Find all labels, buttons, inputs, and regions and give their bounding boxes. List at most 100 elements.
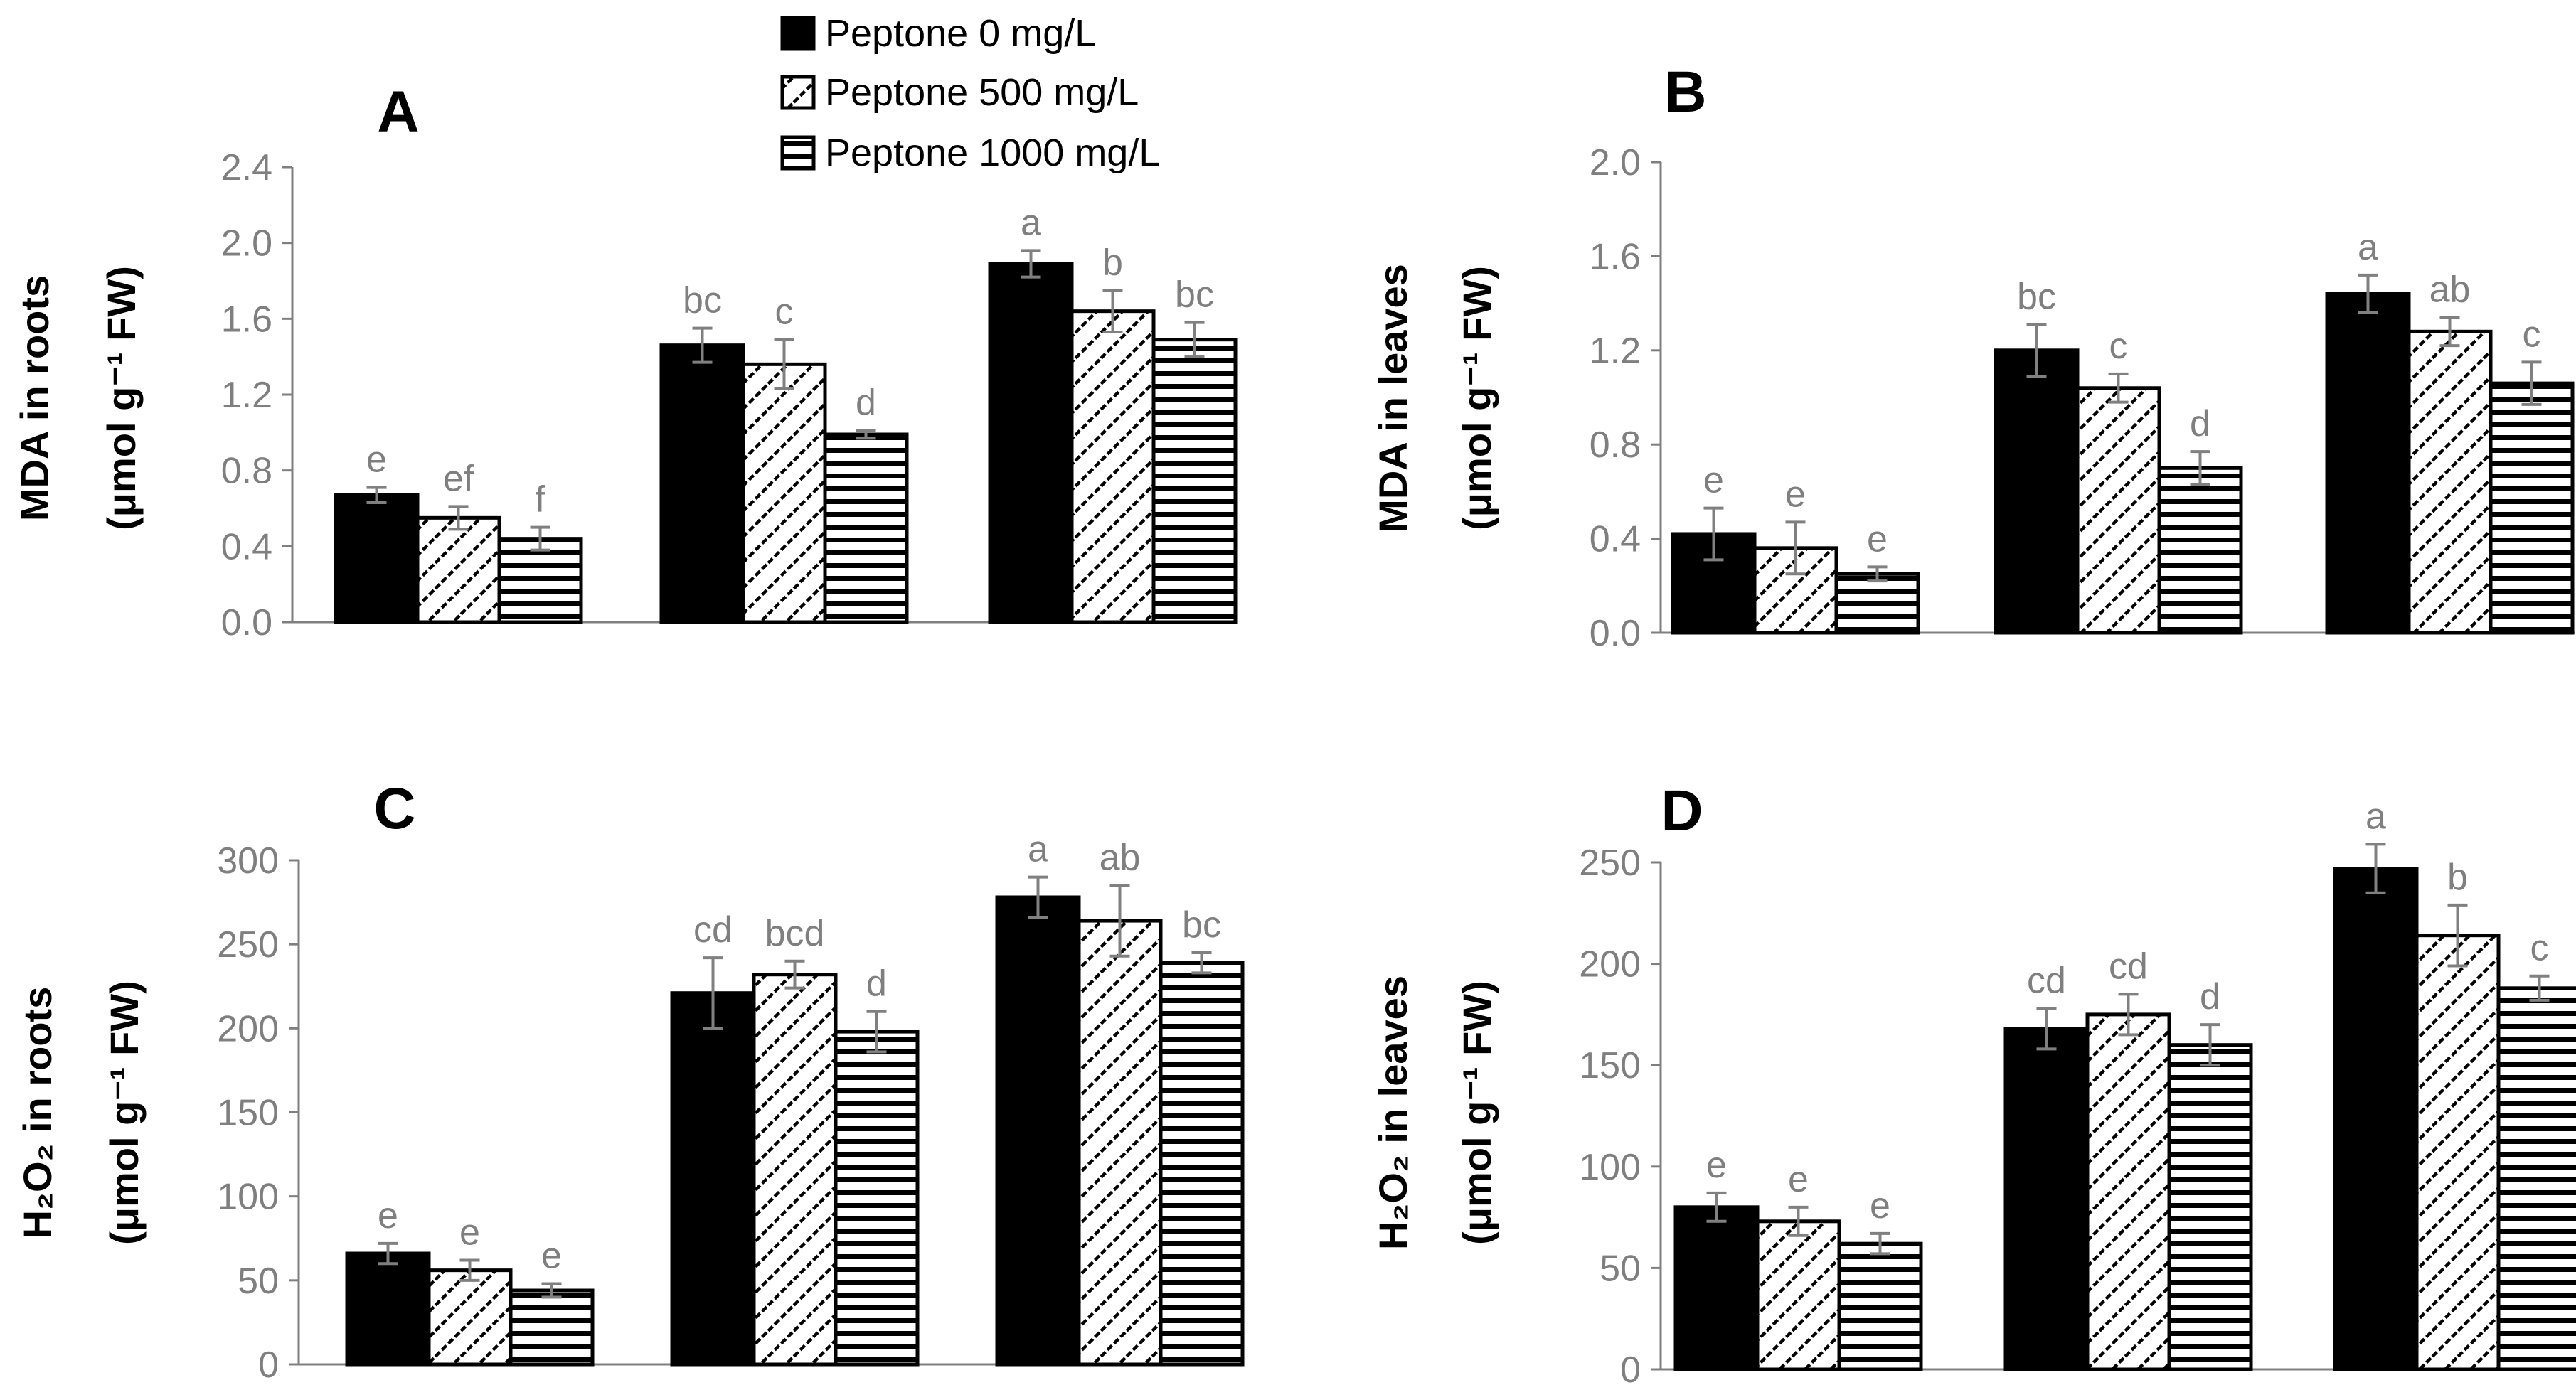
- significance-letter: cd: [2109, 946, 2148, 987]
- legend-item: Peptone 1000 mg/L: [780, 132, 1160, 174]
- bar: [995, 895, 1081, 1367]
- significance-letter: d: [2190, 403, 2210, 444]
- significance-letter: bcd: [765, 913, 825, 954]
- y-tick-label: 0.0: [1590, 613, 1641, 654]
- y-tick-label: 150: [217, 1093, 279, 1134]
- y-tick-label: 100: [217, 1177, 279, 1218]
- y-tick-label: 1.2: [221, 375, 272, 416]
- significance-letter: cd: [693, 909, 733, 951]
- significance-letter: e: [1785, 474, 1806, 515]
- y-tick-label: 250: [1579, 843, 1641, 884]
- legend: Peptone 0 mg/L Peptone 500 mg/L Peptone 10…: [780, 12, 1160, 174]
- legend-item: Peptone 500 mg/L: [780, 71, 1139, 114]
- bar: [823, 432, 909, 624]
- panel-b: B MDA in leaves (μmol g⁻¹ FW) 0.0 0.4 0.8 1.2 1…: [1371, 60, 2575, 654]
- y-tick-label: 0.4: [1590, 519, 1641, 560]
- y-tick-label: 1.6: [221, 299, 272, 340]
- y-axis-title: H₂O₂ in roots: [15, 987, 60, 1239]
- significance-letter: a: [2365, 796, 2386, 837]
- significance-letter: ab: [1100, 837, 1141, 878]
- bar: [2085, 1012, 2171, 1371]
- significance-letter: bc: [683, 280, 722, 321]
- significance-letter: c: [775, 292, 794, 333]
- bar: [834, 1030, 920, 1367]
- bar: [2325, 292, 2411, 635]
- panel-label: A: [377, 80, 419, 144]
- y-axis-title-units: (μmol g⁻¹ FW): [1454, 980, 1499, 1245]
- y-tick-label: 2.4: [221, 147, 272, 188]
- bar: [659, 343, 745, 624]
- y-tick-label: 0.8: [1590, 424, 1641, 466]
- significance-letter: b: [1102, 242, 1123, 283]
- bar: [1151, 338, 1238, 624]
- y-tick-label: 0.0: [221, 602, 272, 643]
- bar: [415, 515, 501, 624]
- bar: [1077, 919, 1163, 1367]
- significance-letter: bc: [1175, 274, 1214, 316]
- bar: [1755, 1219, 1841, 1371]
- y-tick-label: 50: [238, 1261, 279, 1302]
- panel-label: C: [373, 776, 415, 841]
- bar: [509, 1288, 595, 1367]
- bar: [1837, 1241, 1923, 1371]
- significance-letter: d: [866, 963, 887, 1005]
- significance-letter: a: [1028, 829, 1048, 870]
- bar: [2167, 1043, 2253, 1371]
- significance-letter: c: [2523, 314, 2541, 355]
- significance-letter: bc: [2017, 276, 2056, 317]
- bar: [2407, 329, 2493, 635]
- legend-swatch: [780, 135, 816, 171]
- significance-letter: c: [2109, 326, 2128, 367]
- y-tick-label: 300: [217, 840, 279, 882]
- y-tick-label: 200: [217, 1008, 279, 1049]
- legend-item: Peptone 0 mg/L: [780, 12, 1096, 55]
- significance-letter: bc: [1182, 904, 1221, 946]
- bar: [2075, 386, 2161, 635]
- bar: [2157, 466, 2243, 635]
- bar: [988, 262, 1074, 624]
- panel-label: B: [1664, 60, 1706, 124]
- bar: [2415, 934, 2501, 1371]
- significance-letter: ef: [443, 458, 474, 499]
- bar: [741, 362, 827, 624]
- y-tick-label: 1.6: [1590, 236, 1641, 277]
- bar: [497, 537, 583, 624]
- y-tick-label: 200: [1579, 944, 1641, 985]
- panel-a: A MDA in roots (μmol g⁻¹ FW) 0.0 0.4 0.8 1.2 1.…: [12, 80, 1238, 643]
- legend-label: Peptone 500 mg/L: [825, 71, 1139, 114]
- y-tick-label: 2.0: [1590, 142, 1641, 183]
- y-axis-title-units: (μmol g⁻¹ FW): [1454, 266, 1499, 530]
- panel-label: D: [1661, 779, 1703, 843]
- y-tick-label: 1.2: [1590, 331, 1641, 372]
- y-axis-title: MDA in roots: [12, 275, 57, 521]
- legend-swatch: [780, 75, 816, 110]
- significance-letter: e: [541, 1236, 562, 1277]
- bar: [2496, 986, 2576, 1371]
- significance-letter: e: [378, 1195, 398, 1236]
- panel-d: D H₂O₂ in leaves (μmol g⁻¹ FW) 0 50 100 150 200…: [1371, 779, 2576, 1385]
- y-tick-label: 100: [1579, 1147, 1641, 1188]
- bar: [334, 493, 420, 624]
- y-tick-label: 0.8: [221, 451, 272, 492]
- significance-letter: e: [459, 1212, 480, 1253]
- bar: [345, 1251, 431, 1367]
- significance-letter: c: [2530, 928, 2549, 969]
- bar: [1070, 309, 1156, 624]
- y-axis-title-units: (μmol g⁻¹ FW): [99, 266, 144, 530]
- significance-letter: ab: [2429, 269, 2471, 310]
- y-tick-label: 50: [1600, 1248, 1641, 1289]
- y-tick-label: 150: [1579, 1045, 1641, 1086]
- significance-letter: d: [2200, 976, 2220, 1017]
- significance-letter: e: [1788, 1159, 1809, 1200]
- significance-letter: e: [1703, 460, 1724, 501]
- significance-letter: e: [1706, 1145, 1727, 1186]
- y-axis-title: MDA in leaves: [1371, 264, 1415, 533]
- legend-swatch: [780, 16, 816, 51]
- bar: [427, 1268, 513, 1367]
- y-axis-title-units: (μmol g⁻¹ FW): [102, 980, 147, 1245]
- y-axis-title: H₂O₂ in leaves: [1371, 975, 1415, 1250]
- bar: [670, 991, 756, 1367]
- significance-letter: a: [2358, 227, 2378, 268]
- y-tick-label: 2.0: [221, 223, 272, 264]
